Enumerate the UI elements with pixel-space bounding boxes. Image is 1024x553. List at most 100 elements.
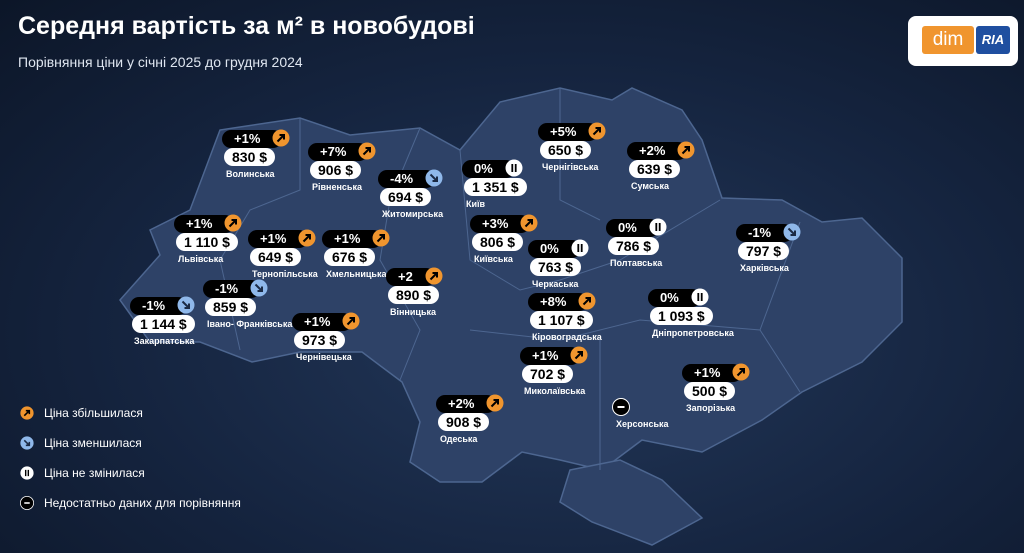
region-name: Полтавська — [610, 258, 663, 268]
region-name: Чернігівська — [542, 162, 599, 172]
icon-wrap — [425, 169, 443, 187]
status-icon — [224, 214, 242, 232]
icon-wrap — [250, 279, 268, 297]
price: 649 $ — [250, 248, 302, 266]
status-icon — [177, 296, 195, 314]
region-name: Сумська — [631, 181, 669, 191]
price: 1 351 $ — [464, 178, 527, 196]
icon-wrap — [486, 394, 504, 412]
change: +5% — [538, 122, 606, 141]
price: 1 093 $ — [650, 307, 713, 325]
icon-wrap — [177, 296, 195, 314]
legend-label: Ціна збільшилася — [44, 406, 143, 420]
price: 500 $ — [684, 382, 736, 400]
status-icon — [425, 169, 443, 187]
status-icon — [298, 229, 316, 247]
region-name: Київська — [474, 254, 513, 264]
region-badge: +1% 973 $ Чернівецька — [292, 312, 360, 362]
region-badge: 0% 763 $ Черкаська — [528, 239, 589, 289]
price: 906 $ — [310, 161, 362, 179]
status-icon — [732, 363, 750, 381]
status-icon — [486, 394, 504, 412]
region-badge: +2% 908 $ Одеська — [436, 394, 504, 444]
status-icon — [250, 279, 268, 297]
status-icon — [272, 129, 290, 147]
status-icon — [612, 398, 630, 416]
region-badge: +1% 830 $ Волинська — [222, 129, 290, 179]
icon-wrap — [691, 288, 709, 306]
legend-item: Ціна зменшилася — [20, 436, 142, 450]
status-icon — [649, 218, 667, 236]
change: -4% — [378, 169, 443, 188]
logo-dim: dim — [922, 26, 974, 54]
icon-wrap — [298, 229, 316, 247]
change: +2% — [627, 141, 695, 160]
region-badge: 0% 786 $ Полтавська — [606, 218, 667, 268]
icon-wrap — [588, 122, 606, 140]
change: +1% — [292, 312, 360, 331]
legend-label: Недостатньо даних для порівняння — [44, 496, 241, 510]
change: +2% — [436, 394, 504, 413]
status-icon — [505, 159, 523, 177]
price: 806 $ — [472, 233, 524, 251]
price: 890 $ — [388, 286, 440, 304]
region-badge: 0% 1 093 $ Дніпропетровська — [648, 288, 734, 338]
icon-wrap — [505, 159, 523, 177]
price: 1 144 $ — [132, 315, 195, 333]
title: Середня вартість за м² в новобудові — [18, 12, 475, 40]
legend-item: Недостатньо даних для порівняння — [20, 496, 241, 510]
change: +1% — [174, 214, 242, 233]
status-icon — [571, 239, 589, 257]
price: 694 $ — [380, 188, 432, 206]
region-badge: +1% 676 $ Хмельницька — [322, 229, 390, 279]
status-icon — [677, 141, 695, 159]
region-badge: +5% 650 $ Чернігівська — [538, 122, 606, 172]
status-icon — [372, 229, 390, 247]
status-icon — [20, 496, 34, 510]
status-icon — [783, 223, 801, 241]
region-name: Херсонська — [616, 419, 669, 429]
status-icon — [20, 406, 34, 420]
icon-wrap — [570, 346, 588, 364]
region-badge: +8% 1 107 $ Кіровоградська — [528, 292, 602, 342]
border — [469, 319, 801, 393]
region-badge: +3% 806 $ Київська — [470, 214, 538, 264]
icon-wrap — [649, 218, 667, 236]
region-name: Чернівецька — [296, 352, 352, 362]
region-name: Львівська — [178, 254, 224, 264]
change: -1% — [736, 223, 801, 242]
region-name: Івано- Франківська — [207, 319, 293, 329]
region-badge: -1% 797 $ Харківська — [736, 223, 801, 273]
status-icon — [342, 312, 360, 330]
icon-wrap — [425, 267, 443, 285]
price: 1 110 $ — [176, 233, 238, 251]
price: 830 $ — [224, 148, 276, 166]
crimea — [559, 459, 704, 546]
change: 0% — [462, 159, 523, 178]
status-icon — [588, 122, 606, 140]
logo: dim RIA — [908, 16, 1018, 66]
region-name: Харківська — [740, 263, 789, 273]
region-name: Житомирська — [382, 209, 444, 219]
logo-ria: RIA — [976, 26, 1010, 54]
region-badge: -1% 1 144 $ Закарпатська — [130, 296, 195, 346]
legend-label: Ціна зменшилася — [44, 436, 142, 450]
region-name: Київ — [466, 199, 486, 209]
change: +1% — [682, 363, 750, 382]
region-name: Запорізька — [686, 403, 736, 413]
change: +7% — [308, 142, 376, 161]
change: +3% — [470, 214, 538, 233]
region-badge: -4% 694 $ Житомирська — [378, 169, 444, 219]
price: 1 107 $ — [530, 311, 593, 329]
price: 786 $ — [608, 237, 660, 255]
region-badge: +2% 639 $ Сумська — [627, 141, 695, 191]
region-badge: +7% 906 $ Рівненська — [308, 142, 376, 192]
legend-label: Ціна не змінилася — [44, 466, 145, 480]
price: 797 $ — [738, 242, 790, 260]
region-name: Дніпропетровська — [652, 328, 734, 338]
price: 650 $ — [540, 141, 592, 159]
icon-wrap — [783, 223, 801, 241]
status-icon — [691, 288, 709, 306]
region-name: Кіровоградська — [532, 332, 602, 342]
